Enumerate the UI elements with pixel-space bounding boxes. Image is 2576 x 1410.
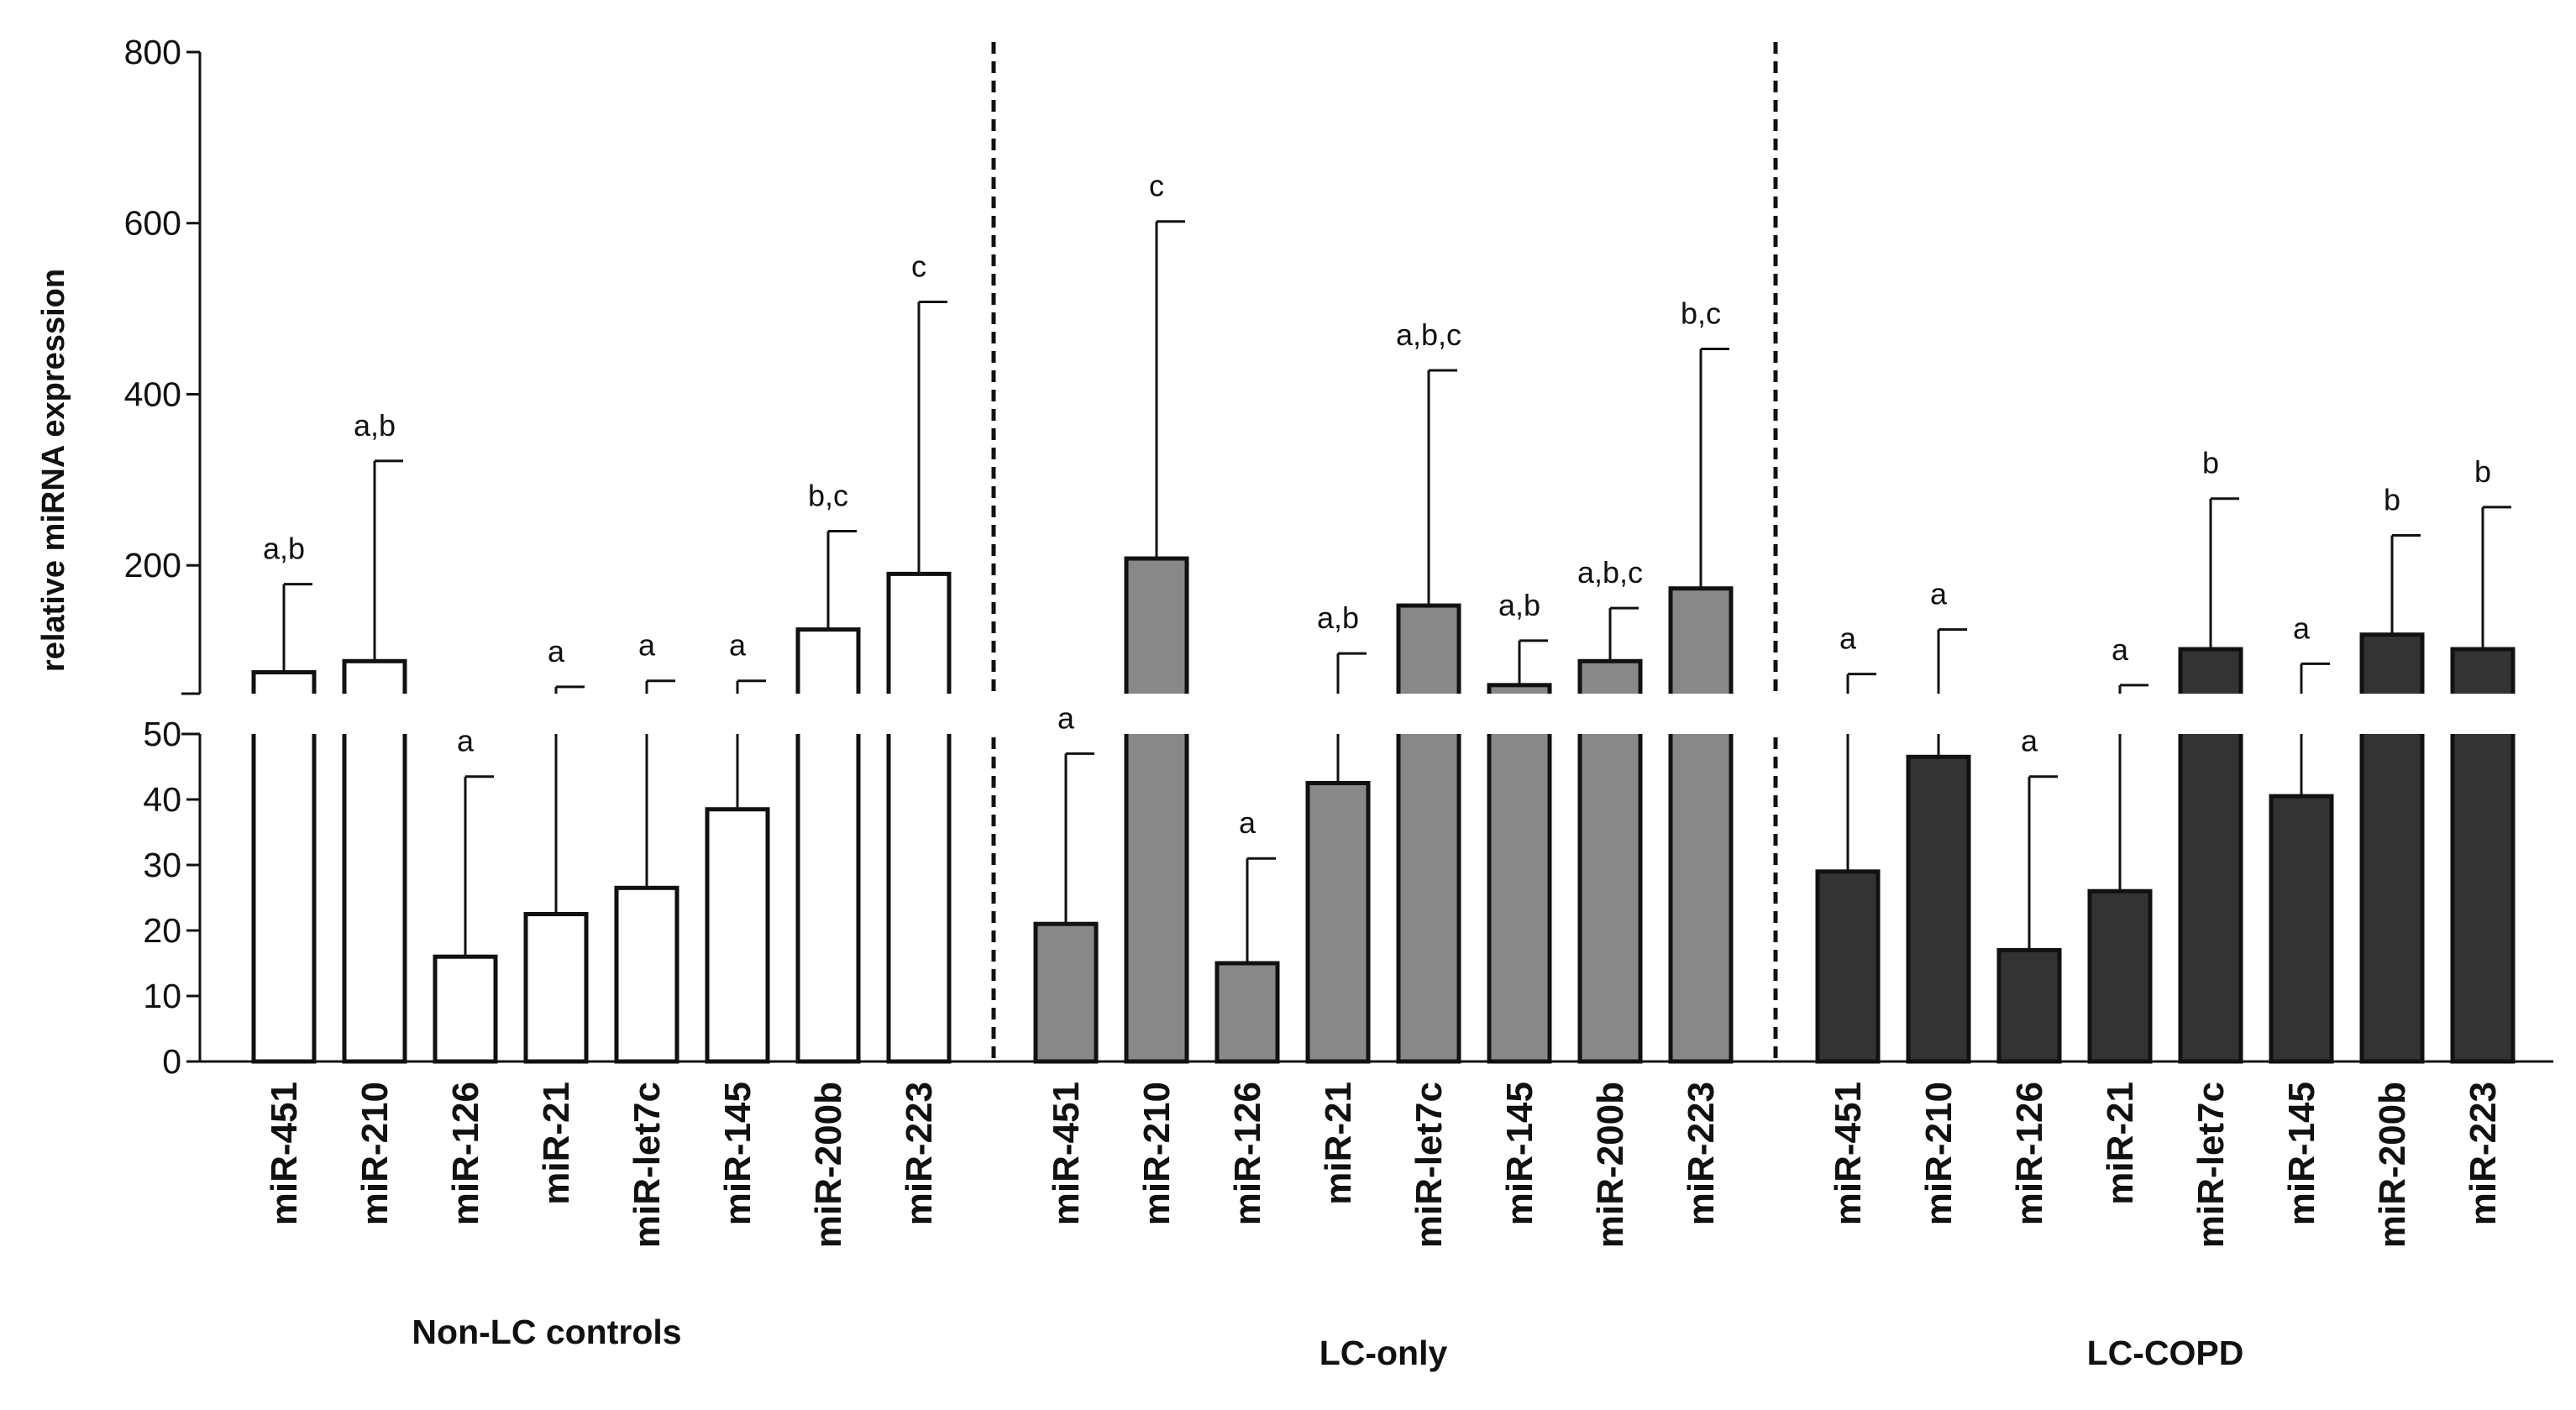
y-tick-label: 30	[143, 846, 181, 884]
significance-label: b,c	[808, 478, 848, 512]
category-label: miR-126	[2009, 1082, 2050, 1225]
category-label: miR-223	[1681, 1082, 1722, 1225]
significance-label: a	[2112, 632, 2129, 667]
y-tick-label: 50	[143, 715, 181, 753]
bar	[1124, 556, 1189, 1064]
category-label: miR-200b	[2372, 1082, 2413, 1248]
axis-break-gap	[202, 694, 2555, 734]
significance-label: b	[2202, 446, 2219, 480]
bar	[1668, 586, 1734, 1064]
bar	[614, 885, 679, 1064]
bar	[1396, 603, 1461, 1064]
significance-label: a	[1930, 577, 1948, 611]
bars	[181, 220, 2555, 1064]
bar	[2087, 888, 2153, 1064]
bar	[1305, 781, 1371, 1064]
bar	[705, 807, 770, 1064]
category-label: miR-145	[717, 1082, 758, 1225]
category-label: miR-451	[1046, 1082, 1087, 1225]
bar	[251, 670, 317, 1064]
significance-label: a	[1057, 700, 1075, 735]
category-label: miR-210	[354, 1082, 396, 1225]
bar	[1215, 961, 1280, 1064]
y-axis-label: relative miRNA expression	[36, 269, 71, 672]
y-tick-label: 40	[143, 780, 181, 819]
category-label: miR-210	[1918, 1082, 1960, 1225]
category-label: miR-200b	[808, 1082, 849, 1248]
bar	[523, 912, 589, 1064]
category-label: miR-126	[445, 1082, 486, 1225]
significance-label: a	[1839, 621, 1857, 656]
category-label: miR-451	[264, 1082, 305, 1225]
y-tick-label: 10	[143, 977, 181, 1015]
bar	[1033, 921, 1099, 1064]
y-tick-label: 400	[124, 375, 181, 413]
significance-label: a	[457, 724, 475, 758]
labels: a,b miR-451 a,b miR-210 a miR-126 a miR-21 a miR-…	[263, 169, 2504, 1372]
significance-label: a	[2293, 611, 2311, 645]
bar	[2269, 794, 2334, 1064]
bar	[1996, 947, 2062, 1064]
category-label: miR-223	[2463, 1082, 2504, 1225]
significance-label: b	[2474, 454, 2491, 489]
bar	[886, 571, 952, 1064]
category-label: miR-let7c	[2190, 1082, 2232, 1248]
bar	[433, 954, 498, 1064]
group-label: LC-only	[1319, 1334, 1448, 1372]
significance-label: a,b	[1498, 588, 1540, 622]
significance-label: b	[2384, 483, 2400, 517]
significance-label: a,b	[263, 532, 305, 566]
significance-label: a,b,c	[1396, 317, 1461, 352]
category-label: miR-let7c	[627, 1082, 668, 1248]
category-label: miR-451	[1828, 1082, 1869, 1225]
category-label: miR-let7c	[1409, 1082, 1450, 1248]
significance-label: a,b	[1317, 600, 1359, 635]
y-tick-label: 200	[124, 546, 181, 584]
bar	[1815, 869, 1881, 1064]
category-label: miR-126	[1227, 1082, 1268, 1225]
category-label: miR-21	[2100, 1082, 2141, 1205]
y-tick-label: 20	[143, 911, 181, 950]
significance-label: b,c	[1681, 296, 1721, 330]
category-label: miR-223	[899, 1082, 940, 1225]
category-label: miR-200b	[1590, 1082, 1631, 1248]
category-label: miR-145	[1499, 1082, 1540, 1225]
category-label: miR-145	[2281, 1082, 2322, 1225]
significance-label: a,b	[354, 408, 396, 443]
bar	[1906, 754, 1971, 1064]
group-label: Non-LC controls	[412, 1313, 681, 1351]
bar	[1487, 683, 1552, 1064]
group-label: LC-COPD	[2087, 1334, 2244, 1372]
significance-label: a	[638, 628, 656, 663]
significance-label: a	[729, 628, 747, 663]
y-tick-label: 0	[162, 1042, 181, 1081]
significance-label: c	[911, 249, 926, 283]
category-label: miR-21	[1318, 1082, 1359, 1205]
y-tick-label: 800	[124, 33, 181, 71]
y-tick-label: 600	[124, 204, 181, 243]
category-label: miR-21	[536, 1082, 577, 1205]
significance-label: a,b,c	[1577, 555, 1643, 590]
significance-label: a	[1239, 805, 1257, 840]
significance-label: a	[2021, 724, 2038, 758]
category-label: miR-210	[1136, 1082, 1178, 1225]
significance-label: c	[1149, 169, 1164, 203]
significance-label: a	[548, 634, 565, 668]
